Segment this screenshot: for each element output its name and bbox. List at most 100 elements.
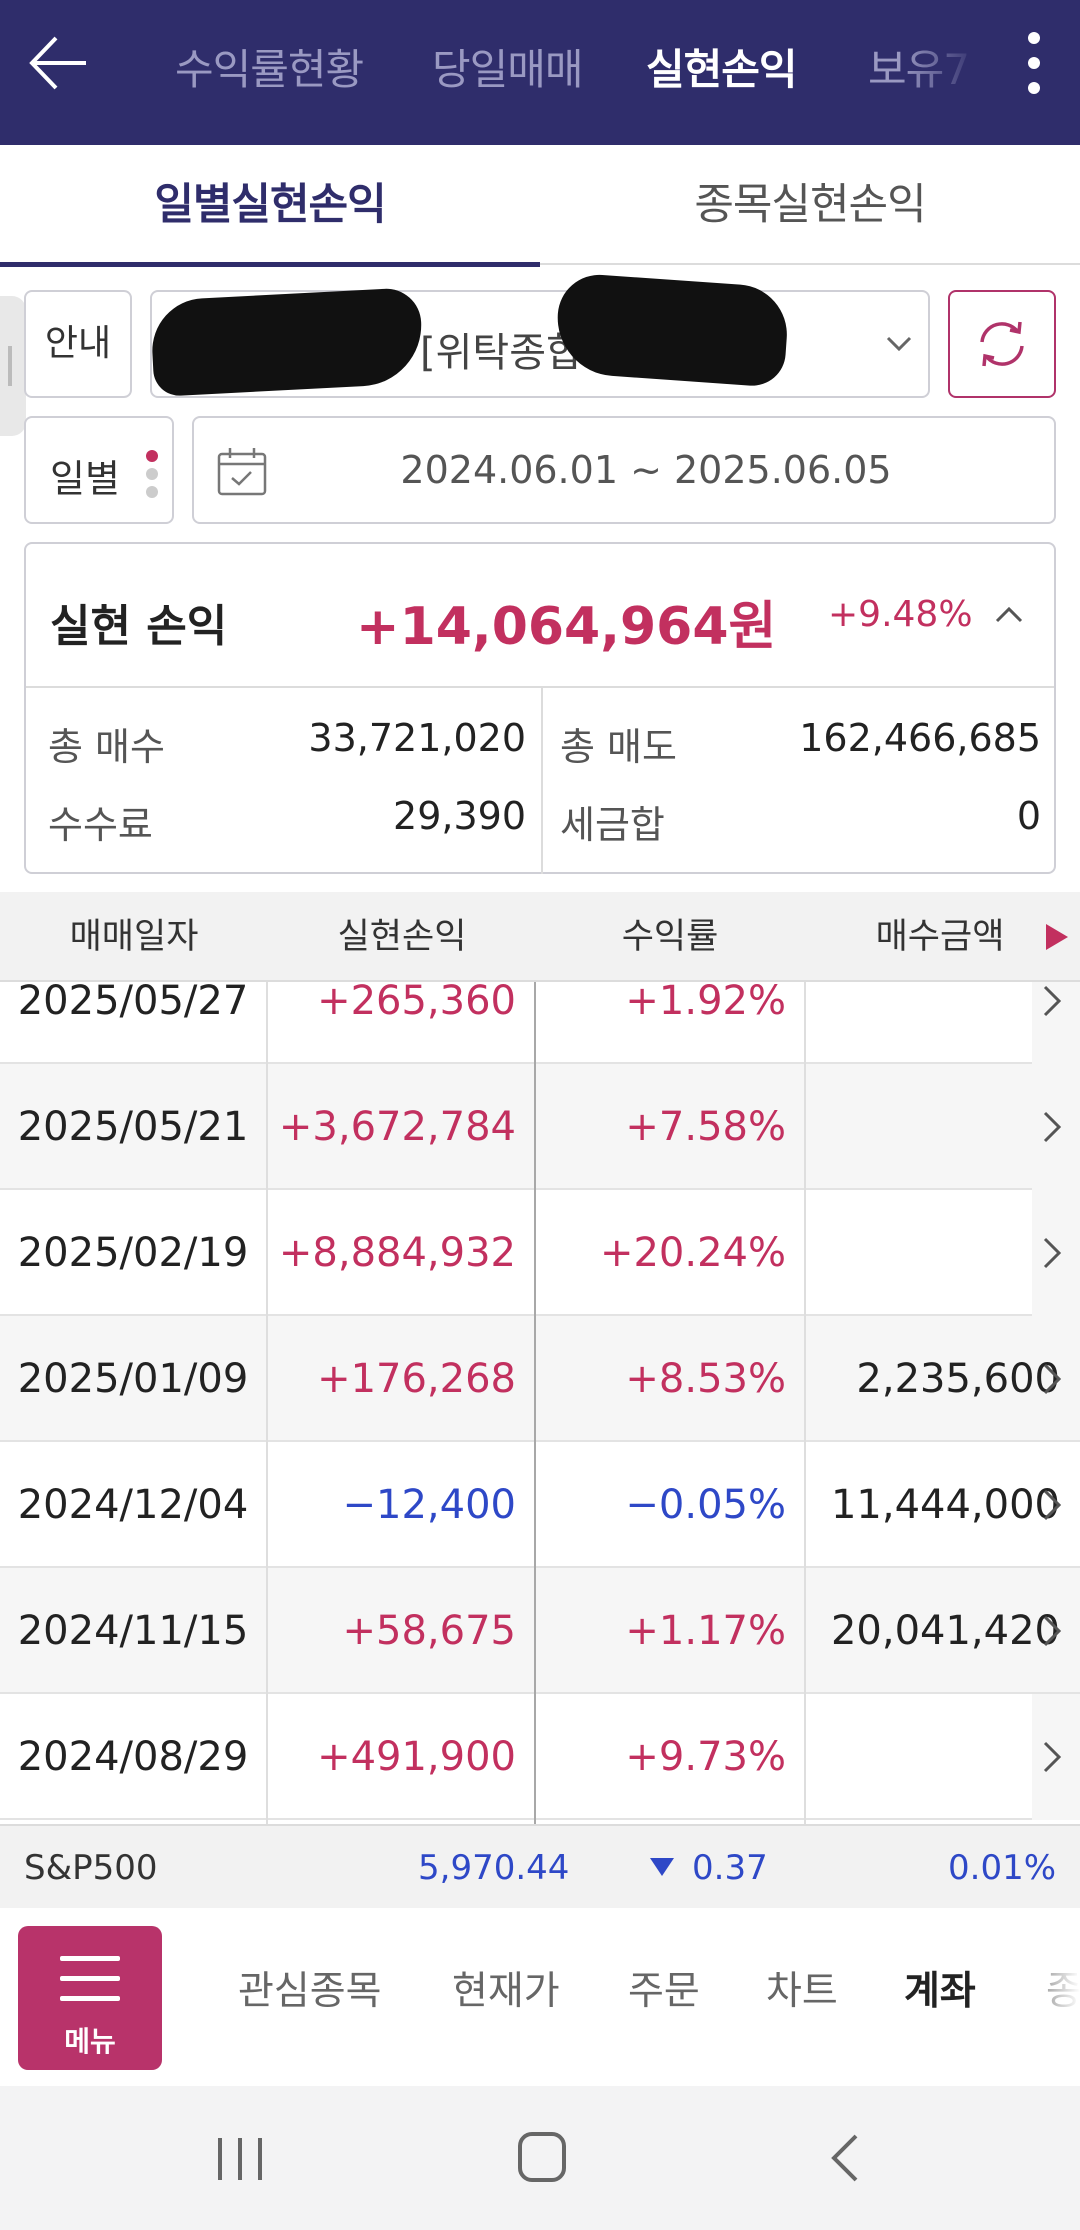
row-realized-pl: +176,268 bbox=[317, 1356, 516, 1402]
down-triangle-icon bbox=[650, 1858, 674, 1876]
nav-chart[interactable]: 차트 bbox=[766, 1969, 838, 2014]
daily-pl-table: 2025/05/27 +265,360 +1.92% 2025/05/21 +3… bbox=[0, 982, 1080, 1824]
guide-button[interactable]: 안내 bbox=[24, 290, 132, 398]
tab-today-trades[interactable]: 당일매매 bbox=[432, 45, 584, 94]
column-divider bbox=[534, 982, 536, 1824]
row-date: 2024/12/04 bbox=[17, 1482, 249, 1528]
bottom-navigation: 메뉴 관심종목 현재가 주문 차트 계좌 종 bbox=[0, 1908, 1080, 2086]
row-buy-amount bbox=[806, 1694, 1060, 1820]
row-arrow-bg bbox=[1032, 982, 1080, 1064]
chevron-right-icon bbox=[1043, 1615, 1062, 1647]
menu-button[interactable]: 메뉴 bbox=[18, 1926, 162, 2070]
row-buy-amount: 11,444,000 bbox=[830, 1482, 1060, 1528]
fee-label: 수수료 bbox=[48, 803, 153, 847]
total-buy-value: 33,721,020 bbox=[308, 716, 526, 760]
index-value: 5,970.44 bbox=[418, 1848, 570, 1888]
nav-order[interactable]: 주문 bbox=[628, 1969, 700, 2014]
home-icon[interactable] bbox=[518, 2132, 566, 2182]
row-date: 2024/08/29 bbox=[17, 1734, 249, 1780]
index-ticker[interactable]: S&P500 5,970.44 0.37 0.01% bbox=[0, 1824, 1080, 1908]
back-icon[interactable] bbox=[828, 2132, 862, 2184]
date-range-text: 2024.06.01 ~ 2025.06.05 bbox=[400, 448, 892, 492]
period-label: 일별 bbox=[50, 457, 120, 501]
tab-profit-status[interactable]: 수익률현황 bbox=[175, 45, 364, 94]
row-arrow-bg bbox=[1032, 1190, 1080, 1316]
chevron-right-icon bbox=[1043, 1741, 1062, 1773]
hamburger-icon bbox=[60, 1956, 120, 1961]
tab-realized-pl[interactable]: 실현손익 bbox=[646, 45, 798, 94]
tab-daily-realized-pl[interactable]: 일별실현손익 bbox=[0, 145, 540, 267]
column-divider bbox=[266, 982, 268, 1824]
chevron-right-icon bbox=[1043, 1489, 1062, 1521]
arrow-left-icon[interactable] bbox=[24, 28, 94, 98]
column-header[interactable]: 매수금액 bbox=[875, 917, 1005, 957]
row-rate: +1.92% bbox=[625, 982, 786, 1024]
summary-title: 실현 손익 bbox=[50, 601, 228, 652]
refresh-button[interactable] bbox=[948, 290, 1056, 398]
row-rate: −0.05% bbox=[625, 1482, 786, 1528]
row-date: 2024/11/15 bbox=[17, 1608, 249, 1654]
chevron-up-icon[interactable] bbox=[992, 598, 1026, 632]
row-arrow-bg bbox=[1032, 1694, 1080, 1820]
row-date: 2025/05/21 bbox=[17, 1104, 249, 1150]
row-rate: +9.73% bbox=[625, 1734, 786, 1780]
period-select[interactable]: 일별 bbox=[24, 416, 174, 524]
row-arrow-bg bbox=[1032, 1064, 1080, 1190]
index-change-pct: 0.01% bbox=[948, 1848, 1057, 1888]
calendar-icon bbox=[217, 448, 267, 496]
option-dot-active bbox=[146, 450, 158, 462]
table-row[interactable]: 2025/02/19 +8,884,932 +20.24% bbox=[0, 1190, 1080, 1316]
menu-label: 메뉴 bbox=[64, 2025, 116, 2058]
table-row[interactable]: 2024/12/04 −12,400 −0.05% 11,444,000 bbox=[0, 1442, 1080, 1568]
table-row[interactable]: 2024/08/29 +491,900 +9.73% bbox=[0, 1694, 1080, 1820]
tab-stock-realized-pl[interactable]: 종목실현손익 bbox=[694, 180, 926, 230]
chevron-right-icon bbox=[1043, 1111, 1062, 1143]
row-buy-amount bbox=[806, 982, 1060, 1064]
nav-account[interactable]: 계좌 bbox=[904, 1969, 976, 2014]
index-change: 0.37 bbox=[692, 1848, 768, 1888]
row-rate: +8.53% bbox=[625, 1356, 786, 1402]
column-header[interactable]: 실현손익 bbox=[337, 917, 467, 957]
column-header[interactable]: 매매일자 bbox=[69, 917, 199, 957]
top-app-bar: 수익률현황 당일매매 실현손익 보유7 bbox=[0, 0, 1080, 145]
total-buy-label: 총 매수 bbox=[48, 725, 165, 769]
table-header: 매매일자 실현손익 수익률 매수금액 bbox=[0, 892, 1080, 982]
kebab-menu-icon[interactable] bbox=[1012, 28, 1056, 98]
table-row[interactable]: 2025/05/27 +265,360 +1.92% bbox=[0, 982, 1080, 1064]
row-buy-amount: 20,041,420 bbox=[830, 1608, 1060, 1654]
scroll-right-icon[interactable] bbox=[1046, 924, 1068, 950]
row-rate: +20.24% bbox=[599, 1230, 786, 1276]
system-navigation-bar bbox=[0, 2086, 1080, 2230]
row-realized-pl: +491,900 bbox=[317, 1734, 516, 1780]
row-realized-pl: +8,884,932 bbox=[278, 1230, 516, 1276]
realized-pl-amount: +14,064,964원 bbox=[356, 597, 777, 657]
option-dot bbox=[146, 486, 158, 498]
row-realized-pl: +3,672,784 bbox=[278, 1104, 516, 1150]
nav-current-price[interactable]: 현재가 bbox=[452, 1969, 560, 2014]
refresh-icon bbox=[980, 321, 1024, 367]
date-range-picker[interactable]: 2024.06.01 ~ 2025.06.05 bbox=[192, 416, 1056, 524]
redaction-mark bbox=[553, 272, 791, 388]
column-header[interactable]: 수익률 bbox=[621, 917, 719, 957]
recent-apps-icon[interactable] bbox=[218, 2138, 264, 2180]
chevron-right-icon bbox=[1043, 1237, 1062, 1269]
side-drawer-handle[interactable] bbox=[0, 296, 26, 436]
row-buy-amount: 2,235,600 bbox=[856, 1356, 1060, 1402]
row-date: 2025/02/19 bbox=[17, 1230, 249, 1276]
table-row[interactable]: 2025/01/09 +176,268 +8.53% 2,235,600 bbox=[0, 1316, 1080, 1442]
row-rate: +7.58% bbox=[625, 1104, 786, 1150]
account-label: [위탁종합 bbox=[420, 330, 583, 376]
fee-value: 29,390 bbox=[393, 794, 526, 838]
table-row[interactable]: 2025/05/21 +3,672,784 +7.58% bbox=[0, 1064, 1080, 1190]
summary-header[interactable]: 실현 손익 +14,064,964원 +9.48% bbox=[26, 544, 1054, 688]
chevron-down-icon bbox=[886, 336, 912, 352]
tab-scroll-fade bbox=[900, 0, 1000, 145]
table-row[interactable]: 2024/11/15 +58,675 +1.17% 20,041,420 bbox=[0, 1568, 1080, 1694]
row-realized-pl: −12,400 bbox=[342, 1482, 516, 1528]
nav-watchlist[interactable]: 관심종목 bbox=[238, 1969, 382, 2014]
nav-scroll-fade bbox=[1020, 1908, 1080, 2086]
row-realized-pl: +58,675 bbox=[342, 1608, 516, 1654]
column-divider bbox=[804, 982, 806, 1824]
row-date: 2025/01/09 bbox=[17, 1356, 249, 1402]
account-select[interactable]: [위탁종합 bbox=[149, 272, 930, 398]
